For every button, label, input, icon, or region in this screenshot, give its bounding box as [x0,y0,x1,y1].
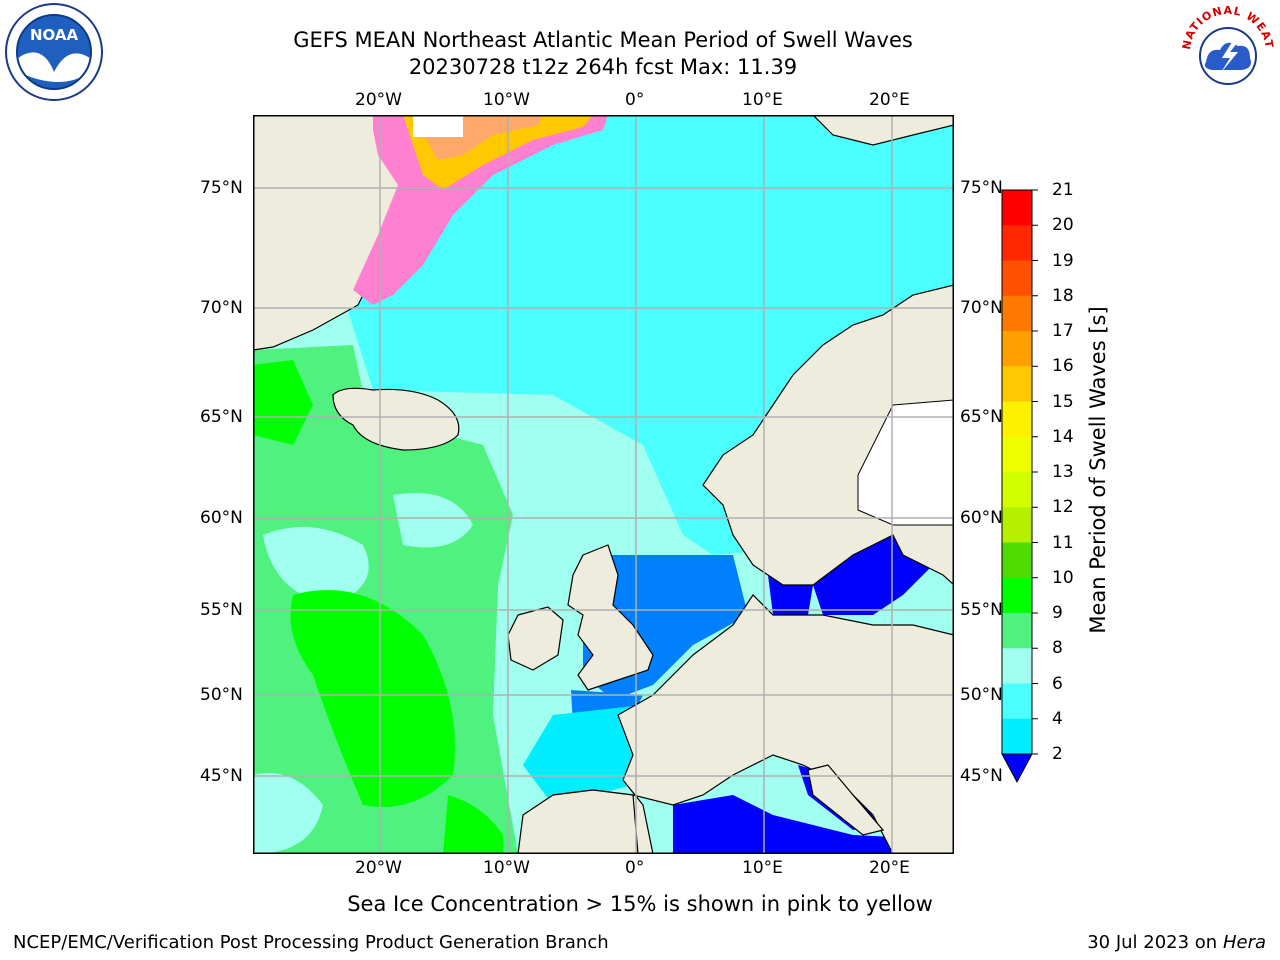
colorbar-tick-label: 19 [1052,250,1074,271]
chart-title: GEFS MEAN Northeast Atlantic Mean Period… [293,28,913,52]
colorbar-tick-label: 14 [1052,426,1074,447]
colorbar-tick-label: 17 [1052,321,1074,341]
lon-label-top-20w: 20°W [355,90,402,110]
iceland-land [332,387,460,451]
colorbar-tick-label: 15 [1052,391,1074,412]
colorbar-band [1002,190,1032,226]
sea-ice-greenland [353,115,608,305]
colorbar-band [1002,648,1032,684]
svalbard-land [812,115,954,146]
lat-label-right-60n: 60°N [960,508,1003,528]
colorbar-band [1002,401,1032,438]
footer-branch: NCEP/EMC/Verification Post Processing Pr… [13,932,609,953]
map-panel [253,115,954,854]
lat-label-right-55n: 55°N [960,600,1003,620]
colorbar-tick-label: 16 [1052,356,1074,377]
lat-label-left-70n: 70°N [200,298,243,318]
colorbar-tick-label: 12 [1052,497,1074,518]
footer-date: 30 Jul 2023 on Hera [1087,932,1266,954]
noaa-logo: NOAA [2,2,106,102]
lon-label-top-10e: 10°E [742,90,783,110]
colorbar-band [1002,295,1032,332]
swell-band-mediterranean [673,795,954,854]
map-frame [253,115,954,854]
lon-label-bottom-0: 0° [625,858,645,878]
lat-label-left-60n: 60°N [200,508,243,528]
colorbar-band [1002,613,1032,649]
lat-label-left-65n: 65°N [200,407,243,427]
lat-label-right-70n: 70°N [960,298,1003,318]
colorbar-ticks: 21 20 19 18 17 16 15 14 13 12 11 10 9 8 6 4 2 [1052,176,1092,776]
chart-subtitle: 20230728 t12z 264h fcst Max: 11.39 [408,55,798,79]
colorbar-band [1002,507,1032,543]
colorbar-band [1002,366,1032,402]
lon-label-top-20e: 20°E [869,90,910,110]
colorbar-band [1002,542,1032,579]
colorbar-band [1002,331,1032,367]
colorbar-label: Mean Period of Swell Waves [s] [1086,306,1110,634]
colorbar-band [1002,718,1032,755]
lon-label-bottom-10w: 10°W [483,858,530,878]
lat-label-right-45n: 45°N [960,766,1003,786]
colorbar-band [1002,577,1032,614]
colorbar-band [1002,472,1032,508]
colorbar-band [1002,683,1032,720]
lon-label-bottom-20w: 20°W [355,858,402,878]
lat-label-left-45n: 45°N [200,766,243,786]
colorbar [1000,186,1044,786]
lon-label-top-0: 0° [625,90,645,110]
lat-label-right-75n: 75°N [960,178,1003,198]
colorbar-band [1002,436,1032,473]
italy-land [807,764,885,836]
colorbar-tick-label: 6 [1052,673,1063,694]
iberia-land [517,789,639,854]
colorbar-tick-label: 13 [1052,462,1074,482]
colorbar-band [1002,225,1032,261]
colorbar-tick-label: 9 [1052,603,1063,623]
lat-label-left-55n: 55°N [200,600,243,620]
lat-label-right-50n: 50°N [960,685,1003,705]
gulf-of-bothnia-ice [857,399,954,526]
swell-band-10-11-a [253,360,313,445]
colorbar-tick-label: 10 [1052,567,1074,588]
colorbar-tick-label: 21 [1052,180,1074,200]
lon-label-bottom-10e: 10°E [742,858,783,878]
swell-band-10-11-b [290,590,455,807]
sea-ice-caption: Sea Ice Concentration > 15% is shown in … [347,892,933,916]
colorbar-extend-arrow [1001,753,1033,784]
lat-label-left-75n: 75°N [200,178,243,198]
lon-label-top-10w: 10°W [483,90,530,110]
graticule [253,115,954,854]
nws-logo: NATIONAL WEATHER SERVICE [1171,0,1280,102]
colorbar-tick-label: 4 [1052,708,1063,729]
colorbar-tick-label: 2 [1052,744,1063,764]
colorbar-tick-label: 8 [1052,638,1063,659]
lat-label-right-65n: 65°N [960,407,1003,427]
colorbar-tick-label: 11 [1052,532,1074,553]
colorbar-band [1002,260,1032,297]
colorbar-tick-label: 20 [1052,215,1074,236]
colorbar-tick-label: 18 [1052,285,1074,306]
footer-machine: Hera [1222,932,1266,953]
lon-label-bottom-20e: 20°E [869,858,910,878]
noaa-logo-text: NOAA [30,26,79,44]
lat-label-left-50n: 50°N [200,685,243,705]
footer-date-text: 30 Jul 2023 on [1087,932,1223,953]
